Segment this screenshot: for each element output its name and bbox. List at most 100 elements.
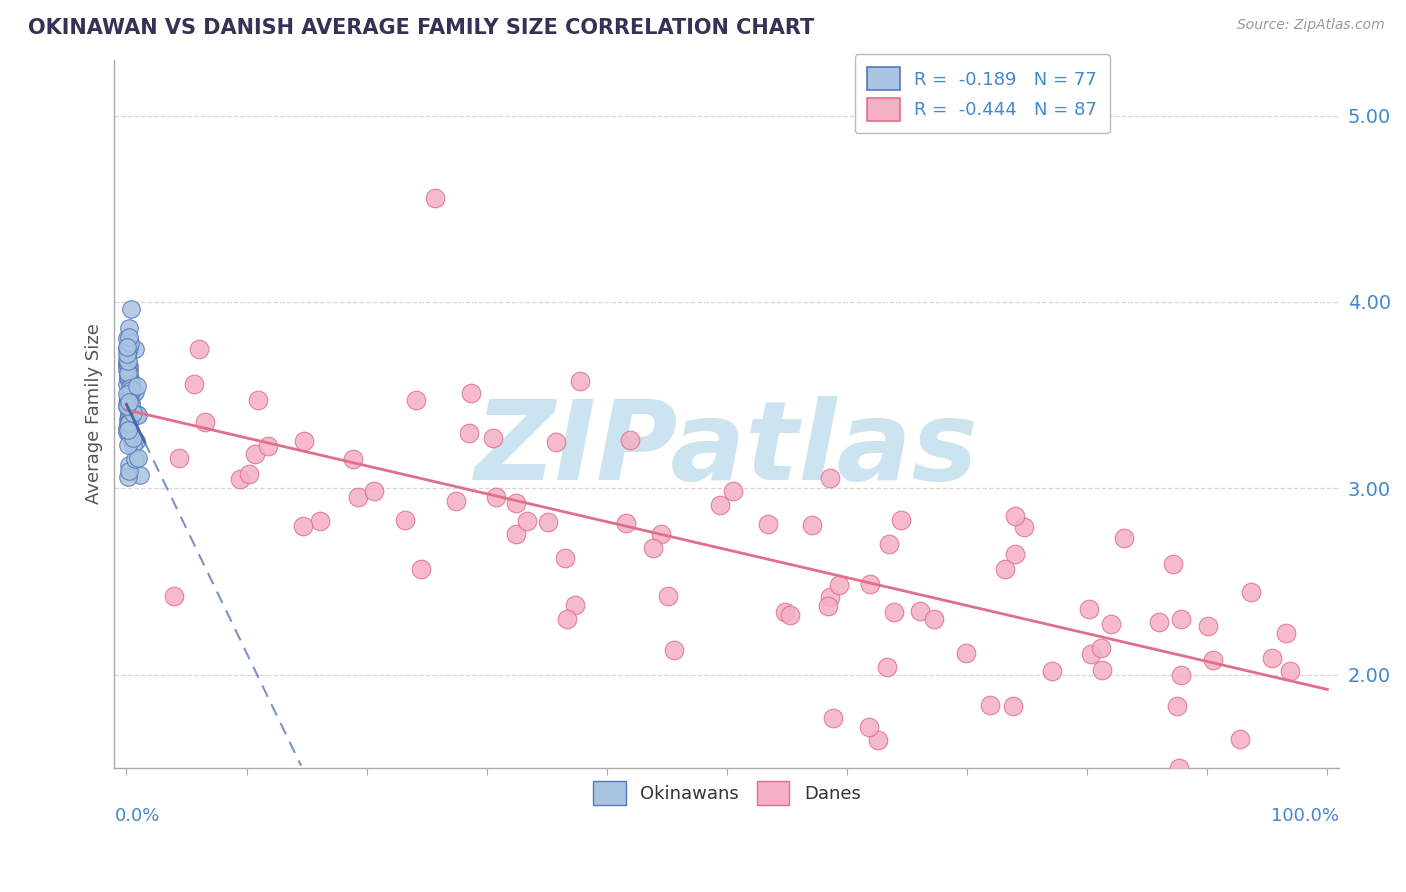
Point (544, 434, 567, 449)
Point (167, 451, 190, 466)
Point (536, 516, 558, 530)
Point (650, 527, 672, 541)
Point (505, 496, 527, 510)
Point (117, 416, 139, 430)
Point (1170, 612, 1192, 626)
Point (1090, 640, 1112, 655)
Point (908, 604, 931, 618)
Point (118, 427, 141, 442)
Point (120, 409, 142, 424)
Point (118, 335, 141, 350)
Point (1229, 731, 1251, 746)
Point (1168, 761, 1191, 775)
Point (163, 590, 186, 604)
Point (117, 347, 139, 361)
Point (1261, 650, 1284, 665)
Point (876, 660, 898, 674)
Point (120, 376, 142, 391)
Point (347, 490, 370, 504)
Point (124, 384, 146, 399)
Point (858, 720, 880, 734)
Point (118, 340, 141, 354)
Point (117, 470, 139, 484)
Point (120, 426, 142, 441)
Point (115, 399, 138, 413)
Point (194, 415, 217, 429)
Point (1001, 698, 1024, 713)
Point (444, 494, 467, 508)
Point (124, 342, 146, 356)
Point (877, 536, 900, 550)
Point (294, 434, 316, 448)
Point (924, 612, 946, 626)
Point (238, 467, 260, 481)
Point (485, 490, 508, 504)
Point (127, 450, 149, 465)
Point (1040, 664, 1063, 678)
Point (117, 353, 139, 368)
Point (122, 431, 145, 445)
Point (115, 363, 138, 377)
Text: ZIPatlas: ZIPatlas (475, 395, 979, 502)
Point (115, 397, 138, 411)
Point (117, 396, 139, 410)
Point (118, 406, 141, 420)
Point (243, 447, 266, 461)
Point (409, 562, 432, 576)
Point (229, 472, 252, 486)
Point (121, 406, 143, 420)
Point (801, 518, 824, 533)
Point (122, 438, 145, 452)
Point (188, 342, 211, 356)
Point (555, 612, 578, 626)
Point (120, 397, 142, 411)
Point (779, 608, 801, 623)
Point (363, 483, 385, 498)
Point (564, 598, 586, 612)
Point (117, 387, 139, 401)
Point (309, 514, 332, 528)
Point (118, 458, 141, 473)
Point (120, 375, 142, 389)
Point (118, 464, 141, 478)
Point (246, 392, 269, 407)
Point (117, 423, 139, 437)
Point (817, 599, 839, 613)
Point (121, 434, 143, 448)
Point (129, 468, 152, 483)
Point (115, 353, 138, 368)
Point (1275, 625, 1298, 640)
Point (127, 407, 149, 421)
Point (955, 647, 977, 661)
Point (662, 643, 685, 657)
Point (120, 301, 142, 316)
Point (890, 514, 912, 528)
Point (117, 343, 139, 357)
Point (1091, 663, 1114, 677)
Point (117, 331, 139, 345)
Point (120, 388, 142, 402)
Point (569, 374, 592, 388)
Point (117, 368, 139, 383)
Point (115, 340, 138, 354)
Point (1163, 557, 1185, 571)
Point (709, 499, 731, 513)
Point (120, 409, 142, 424)
Point (117, 367, 139, 381)
Point (118, 362, 141, 376)
Point (117, 359, 139, 373)
Point (117, 392, 139, 407)
Point (118, 381, 141, 395)
Text: 100.0%: 100.0% (1271, 806, 1340, 824)
Point (117, 412, 139, 426)
Text: Source: ZipAtlas.com: Source: ZipAtlas.com (1237, 18, 1385, 32)
Legend: Okinawans, Danes: Okinawans, Danes (586, 774, 868, 812)
Point (554, 551, 576, 566)
Point (1080, 647, 1102, 661)
Point (117, 392, 139, 406)
Point (1099, 617, 1122, 632)
Point (125, 379, 148, 393)
Point (118, 403, 141, 417)
Point (125, 434, 148, 449)
Point (979, 698, 1001, 712)
